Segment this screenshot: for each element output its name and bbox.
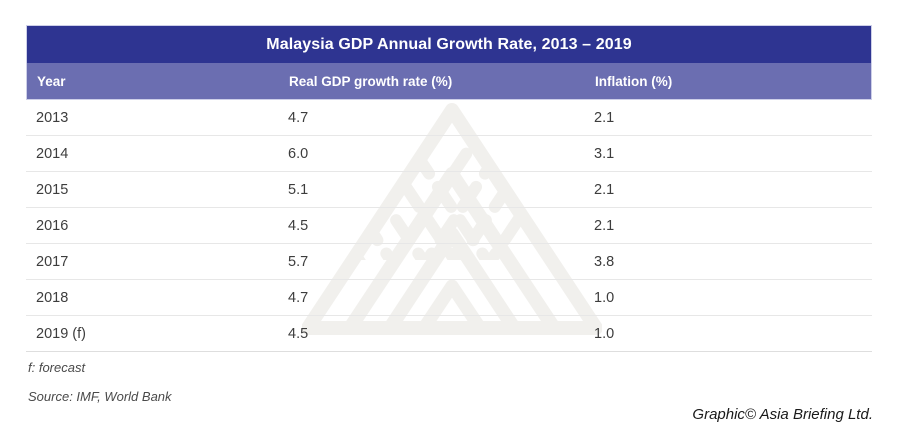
- inflation-cell: 2.1: [594, 181, 615, 198]
- year-cell: 2018: [36, 289, 69, 306]
- year-cell: 2019 (f): [36, 325, 86, 342]
- gdp-cell: 5.7: [288, 253, 309, 270]
- table-row: 2015 5.1 2.1: [26, 172, 872, 208]
- column-header-year: Year: [37, 73, 66, 89]
- year-cell: 2016: [36, 217, 69, 234]
- year-cell: 2017: [36, 253, 69, 270]
- table-row: 2017 5.7 3.8: [26, 244, 872, 280]
- table-row: 2019 (f) 4.5 1.0: [26, 316, 872, 352]
- inflation-cell: 1.0: [594, 325, 615, 342]
- gdp-growth-table: Malaysia GDP Annual Growth Rate, 2013 – …: [26, 25, 872, 352]
- year-cell: 2013: [36, 109, 69, 126]
- inflation-cell: 2.1: [594, 109, 615, 126]
- column-header-gdp-growth: Real GDP growth rate (%): [289, 73, 453, 89]
- column-header-inflation: Inflation (%): [595, 73, 673, 89]
- gdp-cell: 4.5: [288, 325, 309, 342]
- year-cell: 2015: [36, 181, 69, 198]
- inflation-cell: 3.8: [594, 253, 615, 270]
- table-header-row: Year Real GDP growth rate (%) Inflation …: [27, 63, 871, 99]
- table-row: 2013 4.7 2.1: [26, 100, 872, 136]
- inflation-cell: 3.1: [594, 145, 615, 162]
- table-title-bar: Malaysia GDP Annual Growth Rate, 2013 – …: [27, 26, 871, 63]
- table-row: 2016 4.5 2.1: [26, 208, 872, 244]
- gdp-cell: 4.7: [288, 109, 309, 126]
- graphic-credit: Graphic© Asia Briefing Ltd.: [692, 406, 873, 423]
- gdp-cell: 4.5: [288, 217, 309, 234]
- gdp-cell: 6.0: [288, 145, 309, 162]
- footnote-source: Source: IMF, World Bank: [28, 389, 172, 404]
- year-cell: 2014: [36, 145, 69, 162]
- gdp-cell: 4.7: [288, 289, 309, 306]
- inflation-cell: 2.1: [594, 217, 615, 234]
- footnote-forecast: f: forecast: [28, 360, 86, 375]
- table-head-block: Malaysia GDP Annual Growth Rate, 2013 – …: [26, 25, 872, 100]
- table-title: Malaysia GDP Annual Growth Rate, 2013 – …: [266, 35, 632, 53]
- gdp-cell: 5.1: [288, 181, 309, 198]
- table-row: 2018 4.7 1.0: [26, 280, 872, 316]
- inflation-cell: 1.0: [594, 289, 615, 306]
- table-row: 2014 6.0 3.1: [26, 136, 872, 172]
